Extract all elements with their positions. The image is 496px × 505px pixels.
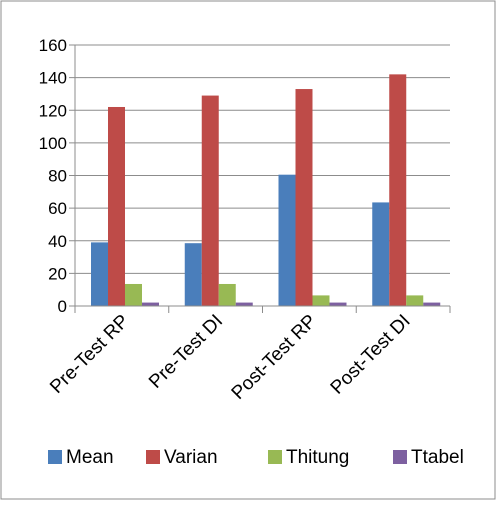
legend-label-thitung: Thitung bbox=[286, 447, 349, 468]
bars bbox=[91, 74, 441, 306]
legend-swatch-mean bbox=[48, 450, 62, 464]
bar-ttabel-2 bbox=[235, 302, 253, 306]
bar-varian-1 bbox=[108, 106, 125, 306]
y-axis-ticks: 0 20 40 60 80 100 120 140 160 bbox=[39, 36, 67, 316]
bar-thitung-3 bbox=[312, 295, 330, 306]
y-tick-label: 20 bbox=[48, 264, 67, 283]
y-tick-label: 40 bbox=[48, 232, 67, 251]
y-tick-label: 140 bbox=[39, 69, 67, 88]
bar-ttabel-4 bbox=[423, 302, 441, 306]
y-tick-label: 0 bbox=[58, 297, 67, 316]
bar-thitung-4 bbox=[406, 295, 424, 306]
legend-swatch-ttabel bbox=[393, 450, 407, 464]
legend-swatch-thitung bbox=[268, 450, 282, 464]
axes bbox=[69, 44, 451, 313]
bar-ttabel-1 bbox=[142, 302, 159, 306]
bar-varian-3 bbox=[295, 89, 313, 306]
legend-label-mean: Mean bbox=[66, 447, 114, 468]
bar-varian-2 bbox=[201, 95, 219, 306]
legend-label-varian: Varian bbox=[164, 447, 218, 468]
bar-thitung-1 bbox=[125, 283, 142, 306]
y-tick-label: 160 bbox=[39, 36, 67, 55]
y-tick-label: 100 bbox=[39, 134, 67, 153]
bar-mean-1 bbox=[91, 242, 108, 306]
bar-varian-4 bbox=[389, 74, 407, 306]
bar-mean-4 bbox=[372, 202, 390, 306]
legend: Mean Varian Thitung Ttabel bbox=[48, 447, 464, 468]
bar-thitung-2 bbox=[218, 283, 236, 306]
y-tick-label: 60 bbox=[48, 199, 67, 218]
y-tick-label: 80 bbox=[48, 167, 67, 186]
legend-label-ttabel: Ttabel bbox=[411, 447, 464, 468]
bar-ttabel-3 bbox=[329, 302, 347, 306]
legend-swatch-varian bbox=[146, 450, 160, 464]
bar-mean-3 bbox=[278, 174, 296, 306]
bar-mean-2 bbox=[184, 243, 202, 306]
y-tick-label: 120 bbox=[39, 101, 67, 120]
